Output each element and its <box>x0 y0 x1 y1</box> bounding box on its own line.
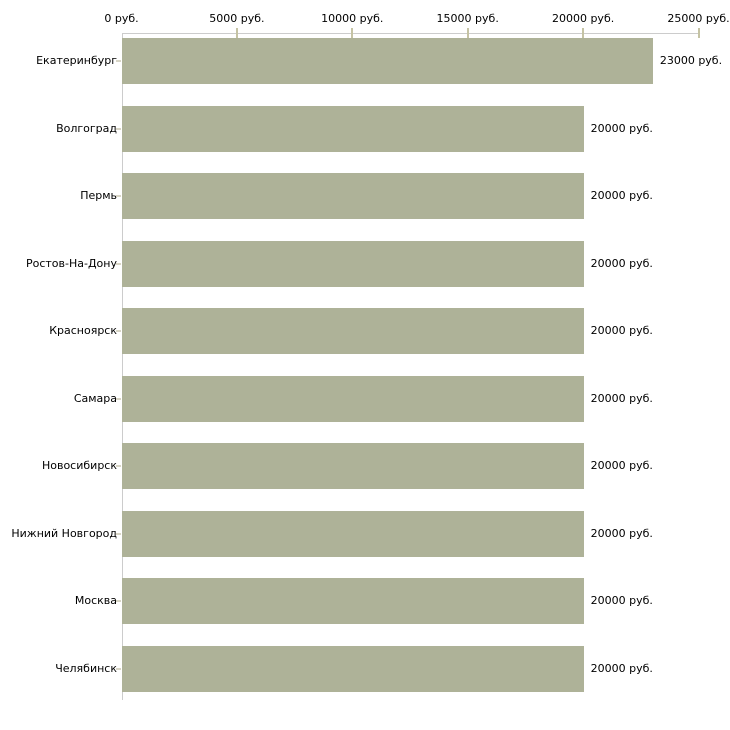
category-label: Ростов-На-Дону <box>25 256 117 270</box>
category-tick-mark <box>115 262 121 265</box>
category-tick-mark <box>115 600 121 602</box>
bar <box>122 173 584 219</box>
value-label: 20000 руб. <box>590 459 653 472</box>
category-label: Красноярск <box>49 324 117 337</box>
x-axis-tick-mark <box>235 28 238 38</box>
category-tick-mark <box>115 465 121 467</box>
x-axis-tick-mark <box>351 28 354 38</box>
bar <box>122 578 584 624</box>
category-label: Екатеринбург <box>36 54 117 67</box>
value-label: 20000 руб. <box>590 391 653 405</box>
bar <box>122 443 584 489</box>
category-label: Новосибирск <box>41 459 117 472</box>
category-label: Нижний Новгород <box>11 526 117 540</box>
bar <box>122 510 584 557</box>
category-tick-mark <box>115 127 121 130</box>
bar <box>122 38 653 84</box>
category-label: Москва <box>74 594 117 607</box>
value-label: 20000 руб. <box>590 121 653 135</box>
x-axis-tick-label: 10000 руб. <box>321 12 384 25</box>
category-label: Самара <box>73 391 117 405</box>
x-axis-line <box>121 33 699 34</box>
y-axis-line <box>121 33 123 700</box>
category-tick-mark <box>115 532 121 535</box>
bar <box>122 645 584 692</box>
category-tick-mark <box>115 195 121 197</box>
x-axis-tick-label: 5000 руб. <box>209 12 265 25</box>
x-axis-tick-label: 0 руб. <box>104 12 139 25</box>
value-label: 23000 руб. <box>659 54 723 67</box>
value-label: 20000 руб. <box>590 324 653 337</box>
x-axis-tick-mark <box>466 28 469 38</box>
value-label: 20000 руб. <box>590 256 653 270</box>
category-label: Волгоград <box>56 121 117 135</box>
category-tick-mark <box>115 330 121 332</box>
bar <box>122 240 584 287</box>
category-tick-mark <box>115 60 121 62</box>
value-label: 20000 руб. <box>590 594 653 607</box>
x-axis-tick-label: 20000 руб. <box>551 12 615 25</box>
category-label: Пермь <box>80 189 117 202</box>
category-tick-mark <box>115 397 121 400</box>
bar <box>122 308 584 354</box>
x-axis-tick-mark <box>582 28 585 38</box>
category-tick-mark <box>115 667 121 670</box>
value-label: 20000 руб. <box>590 189 653 202</box>
bar <box>122 105 584 152</box>
x-axis-tick-mark <box>697 28 700 38</box>
x-axis-tick-label: 15000 руб. <box>436 12 499 25</box>
value-label: 20000 руб. <box>590 526 653 540</box>
bar <box>122 375 584 422</box>
category-label: Челябинск <box>55 661 117 675</box>
x-axis-tick-label: 25000 руб. <box>667 12 730 25</box>
value-label: 20000 руб. <box>590 661 653 675</box>
